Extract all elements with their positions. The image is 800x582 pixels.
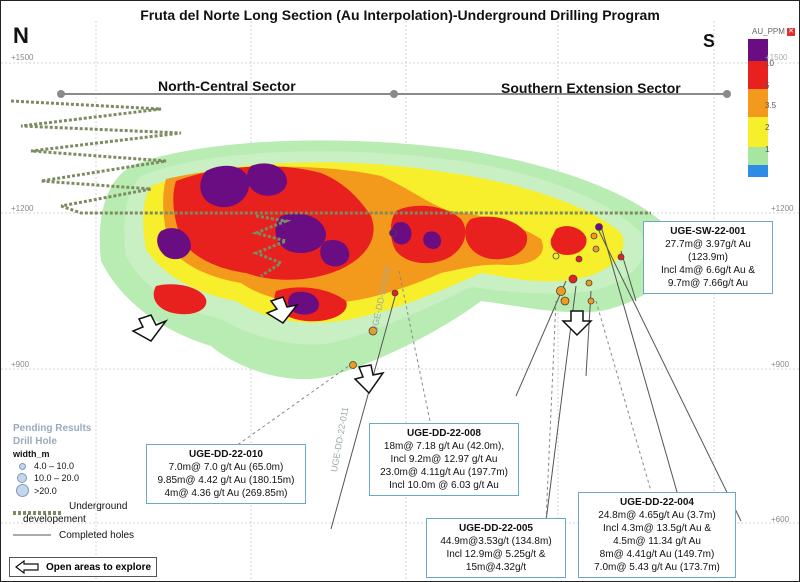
pending-results-legend: Pending Results Drill Hole [13,422,91,448]
infobox-id: UGE-DD-22-010 [189,449,263,460]
legend-title: AU_PPM [752,27,785,36]
infobox-id: UGE-DD-22-005 [459,523,533,534]
open-areas-label: Open areas to explore [46,561,152,573]
infobox-line: 18m@ 7.18 g/t Au (42.0m), [383,441,505,452]
infobox-line: 23.0m@ 4.11g/t Au (197.7m) [380,467,508,478]
infobox-line: 8m@ 4.41g/t Au (149.7m) [599,549,715,560]
underground-development [10,99,651,278]
completed-holes-label: Completed holes [59,530,135,541]
elev-1200-left: +1200 [11,204,34,213]
north-label: N [13,23,29,48]
width-legend-item-label: >20.0 [34,485,57,496]
infobox-line: 9.85m@ 4.42 g/t Au (180.15m) [157,475,295,486]
infobox-line: Incl 4m@ 6.6g/t Au & [660,265,756,276]
legend-top-value: +1500 [765,53,788,62]
infobox-id: UGE-SW-22-001 [670,226,746,237]
width-legend-title: width_m [13,449,50,459]
width-legend-item: 10.0 – 20.0 [13,472,79,484]
infobox-line: Incl 4.3m@ 13.5g/t Au & [603,523,711,534]
infobox-line: 7.0m@ 5.43 g/t Au (173.7m) [594,562,720,573]
southern-extension-sector-label: Southern Extension Sector [501,80,681,96]
infobox-id: UGE-DD-22-004 [620,497,694,508]
infobox-id: UGE-DD-22-008 [407,428,481,439]
infobox-line: 4.5m@ 11.34 g/t Au [613,536,701,547]
infobox-dd-22-004: UGE-DD-22-004 24.8m@ 4.65g/t Au (3.7m) I… [578,492,736,578]
elev-900-left: +900 [11,360,30,369]
legend-value-2: 2 [765,123,770,132]
infobox-line: 24.8m@ 4.65g/t Au (3.7m) [598,510,716,521]
width-legend-item-label: 4.0 – 10.0 [34,461,75,471]
infobox-line: 4m@ 4.36 g/t Au (269.85m) [164,488,288,499]
legend-value-10: 10 [765,59,774,68]
open-areas-legend: Open areas to explore [9,557,157,577]
north-central-sector-label: North-Central Sector [158,78,296,94]
au-interpolation-heatmap [99,140,677,380]
infobox-line: 27.7m@ 3.97g/t Au (123.9m) [665,239,751,263]
medium-circle-icon [17,473,27,483]
au-legend-bar [748,39,768,177]
underground-legend: Underground developement Completed holes [9,501,149,551]
infobox-dd-22-008: UGE-DD-22-008 18m@ 7.18 g/t Au (42.0m), … [369,423,519,496]
elev-900-right: +900 [771,360,790,369]
pending-results-label: Pending Results [13,423,92,434]
infobox-line: 9.7m@ 7.66g/t Au [667,278,749,289]
width-legend: width_m 4.0 – 10.0 10.0 – 20.0 >20.0 [13,448,79,497]
infobox-sw-22-001: UGE-SW-22-001 27.7m@ 3.97g/t Au (123.9m)… [643,221,773,294]
infobox-line: 44.9m@3.53g/t (134.8m) [440,536,552,547]
large-circle-icon [16,484,29,497]
legend-value-5: 5 [765,81,770,90]
width-legend-item-label: 10.0 – 20.0 [34,473,80,483]
drill-hole-label: Drill Hole [13,436,57,447]
width-legend-item: >20.0 [13,484,79,497]
open-arrow-icon [15,560,39,574]
development-label: developement [23,514,86,525]
open-area-arrows [131,296,593,395]
drill-hole-markers [349,223,625,369]
legend-value-1: 1 [765,145,770,154]
legend-glyphs [13,511,61,536]
infobox-line: Incl 12.9m@ 5.25g/t & [446,549,546,560]
infobox-dd-22-005: UGE-DD-22-005 44.9m@3.53g/t (134.8m) Inc… [426,518,566,578]
elev-600-right: +600 [771,515,790,524]
infobox-line: 7.0m@ 7.0 g/t Au (65.0m) [168,462,284,473]
close-icon[interactable]: ✕ [787,28,795,36]
infobox-line: 15m@4.32g/t [465,562,527,573]
elev-1200-right: +1200 [771,204,794,213]
map-title: Fruta del Norte Long Section (Au Interpo… [140,7,660,23]
width-legend-item: 4.0 – 10.0 [13,460,79,472]
elev-1500-left: +1500 [11,53,34,62]
projected-hole-lines [235,270,652,522]
south-label: S [703,31,716,51]
infobox-line: Incl 10.0m @ 6.03 g/t Au [389,480,499,491]
infobox-line: Incl 9.2m@ 12.97 g/t Au [390,454,498,465]
sector-dividers [57,90,731,98]
underground-label: Underground [69,501,128,512]
legend-value-3-5: 3.5 [765,101,777,110]
infobox-dd-22-010: UGE-DD-22-010 7.0m@ 7.0 g/t Au (65.0m) 9… [146,444,306,504]
small-circle-icon [19,462,26,470]
